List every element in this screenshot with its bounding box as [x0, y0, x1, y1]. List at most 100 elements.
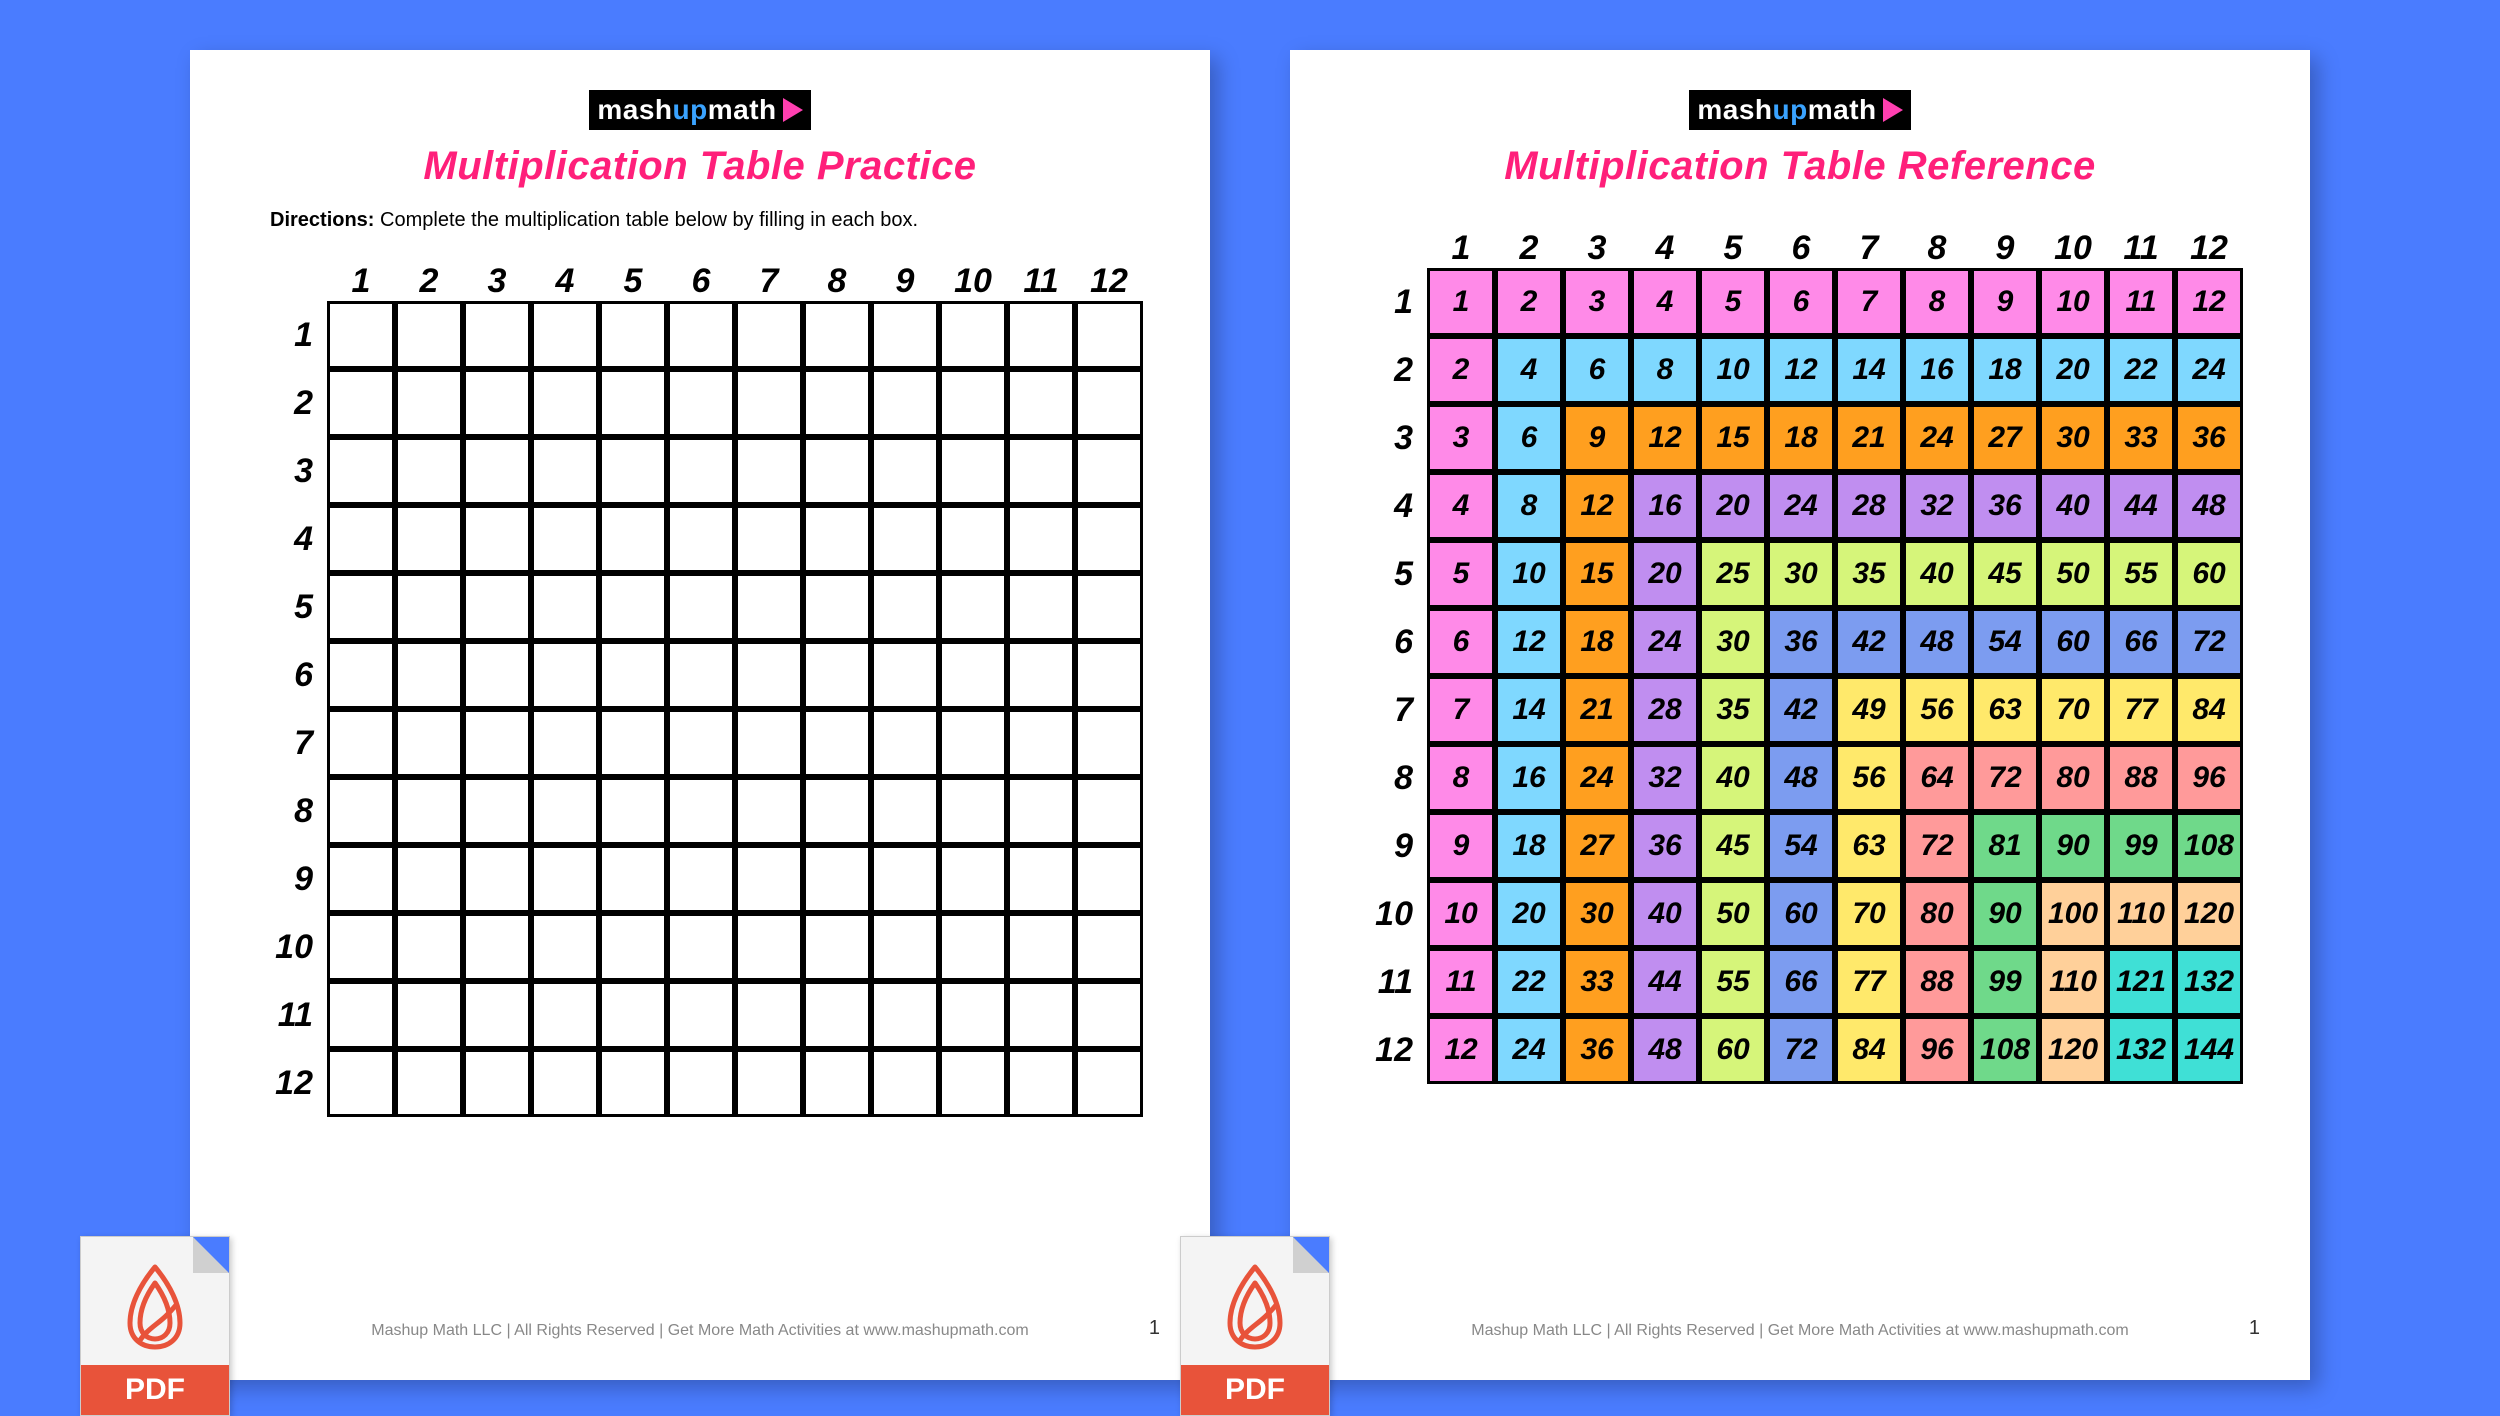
empty-cell: [871, 437, 939, 505]
product-cell: 33: [2107, 404, 2175, 472]
row-header: 3: [257, 452, 327, 491]
product-cell: 121: [2107, 948, 2175, 1016]
empty-cell: [531, 845, 599, 913]
product-cell: 144: [2175, 1016, 2243, 1084]
product-cell: 2: [1427, 336, 1495, 404]
product-cell: 14: [1495, 676, 1563, 744]
product-cell: 8: [1903, 268, 1971, 336]
product-cell: 16: [1903, 336, 1971, 404]
col-header: 12: [2175, 229, 2243, 268]
product-cell: 11: [1427, 948, 1495, 1016]
pdf-icon: [1210, 1255, 1300, 1355]
product-cell: 120: [2175, 880, 2243, 948]
empty-cell: [871, 913, 939, 981]
page-title: Multiplication Table Practice: [423, 144, 976, 189]
product-cell: 30: [1563, 880, 1631, 948]
empty-cell: [599, 709, 667, 777]
empty-cell: [871, 845, 939, 913]
empty-cell: [735, 1049, 803, 1117]
col-header: 6: [1767, 229, 1835, 268]
product-cell: 6: [1767, 268, 1835, 336]
footer-text: Mashup Math LLC | All Rights Reserved | …: [190, 1322, 1210, 1340]
product-cell: 108: [1971, 1016, 2039, 1084]
product-cell: 18: [1563, 608, 1631, 676]
empty-cell: [735, 505, 803, 573]
product-cell: 35: [1699, 676, 1767, 744]
product-cell: 24: [2175, 336, 2243, 404]
directions-label: Directions:: [270, 209, 374, 231]
product-cell: 12: [1427, 1016, 1495, 1084]
empty-cell: [803, 777, 871, 845]
empty-cell: [463, 913, 531, 981]
empty-cell: [395, 437, 463, 505]
empty-cell: [939, 437, 1007, 505]
empty-cell: [803, 369, 871, 437]
product-cell: 42: [1835, 608, 1903, 676]
product-cell: 32: [1903, 472, 1971, 540]
empty-cell: [463, 709, 531, 777]
empty-cell: [327, 981, 395, 1049]
row-header: 8: [1357, 759, 1427, 798]
empty-cell: [395, 913, 463, 981]
empty-cell: [327, 369, 395, 437]
pdf-label: PDF: [1181, 1365, 1329, 1415]
empty-cell: [1007, 913, 1075, 981]
empty-cell: [667, 777, 735, 845]
product-cell: 6: [1563, 336, 1631, 404]
empty-cell: [871, 641, 939, 709]
empty-cell: [1075, 777, 1143, 845]
col-header: 3: [463, 262, 531, 301]
column-headers: 123456789101112: [327, 262, 1143, 301]
product-cell: 8: [1631, 336, 1699, 404]
row-header: 6: [1357, 623, 1427, 662]
empty-cell: [1075, 641, 1143, 709]
product-cell: 36: [2175, 404, 2243, 472]
product-cell: 18: [1495, 812, 1563, 880]
empty-cell: [667, 301, 735, 369]
empty-cell: [327, 641, 395, 709]
page-number: 1: [2249, 1317, 2260, 1340]
col-header: 1: [1427, 229, 1495, 268]
empty-cell: [1007, 845, 1075, 913]
product-cell: 10: [1699, 336, 1767, 404]
empty-cell: [803, 505, 871, 573]
empty-cell: [667, 641, 735, 709]
empty-cell: [531, 573, 599, 641]
empty-cell: [599, 369, 667, 437]
row-header: 7: [257, 724, 327, 763]
product-cell: 72: [1903, 812, 1971, 880]
product-cell: 48: [2175, 472, 2243, 540]
product-cell: 8: [1427, 744, 1495, 812]
product-cell: 63: [1835, 812, 1903, 880]
empty-cell: [1075, 301, 1143, 369]
col-header: 4: [531, 262, 599, 301]
empty-cell: [463, 777, 531, 845]
empty-cell: [735, 777, 803, 845]
empty-cell: [1007, 641, 1075, 709]
product-cell: 44: [1631, 948, 1699, 1016]
product-cell: 108: [2175, 812, 2243, 880]
product-cell: 16: [1495, 744, 1563, 812]
product-cell: 12: [1767, 336, 1835, 404]
product-cell: 45: [1699, 812, 1767, 880]
empty-cell: [599, 573, 667, 641]
empty-cell: [1007, 709, 1075, 777]
col-header: 4: [1631, 229, 1699, 268]
logo-part1: mash: [1697, 94, 1772, 126]
row-header: 7: [1357, 691, 1427, 730]
row-header: 1: [1357, 283, 1427, 322]
product-cell: 5: [1427, 540, 1495, 608]
empty-cell: [871, 709, 939, 777]
product-cell: 42: [1767, 676, 1835, 744]
row-header: 3: [1357, 419, 1427, 458]
empty-cell: [531, 1049, 599, 1117]
practice-grid-wrap: 123456789101112 123456789101112: [257, 262, 1143, 1117]
product-cell: 88: [2107, 744, 2175, 812]
empty-cell: [1007, 301, 1075, 369]
grid-rows: 1123456789101112224681012141618202224336…: [1357, 268, 2243, 1084]
product-cell: 70: [2039, 676, 2107, 744]
row-header: 4: [257, 520, 327, 559]
product-cell: 15: [1563, 540, 1631, 608]
product-cell: 84: [1835, 1016, 1903, 1084]
product-cell: 6: [1427, 608, 1495, 676]
